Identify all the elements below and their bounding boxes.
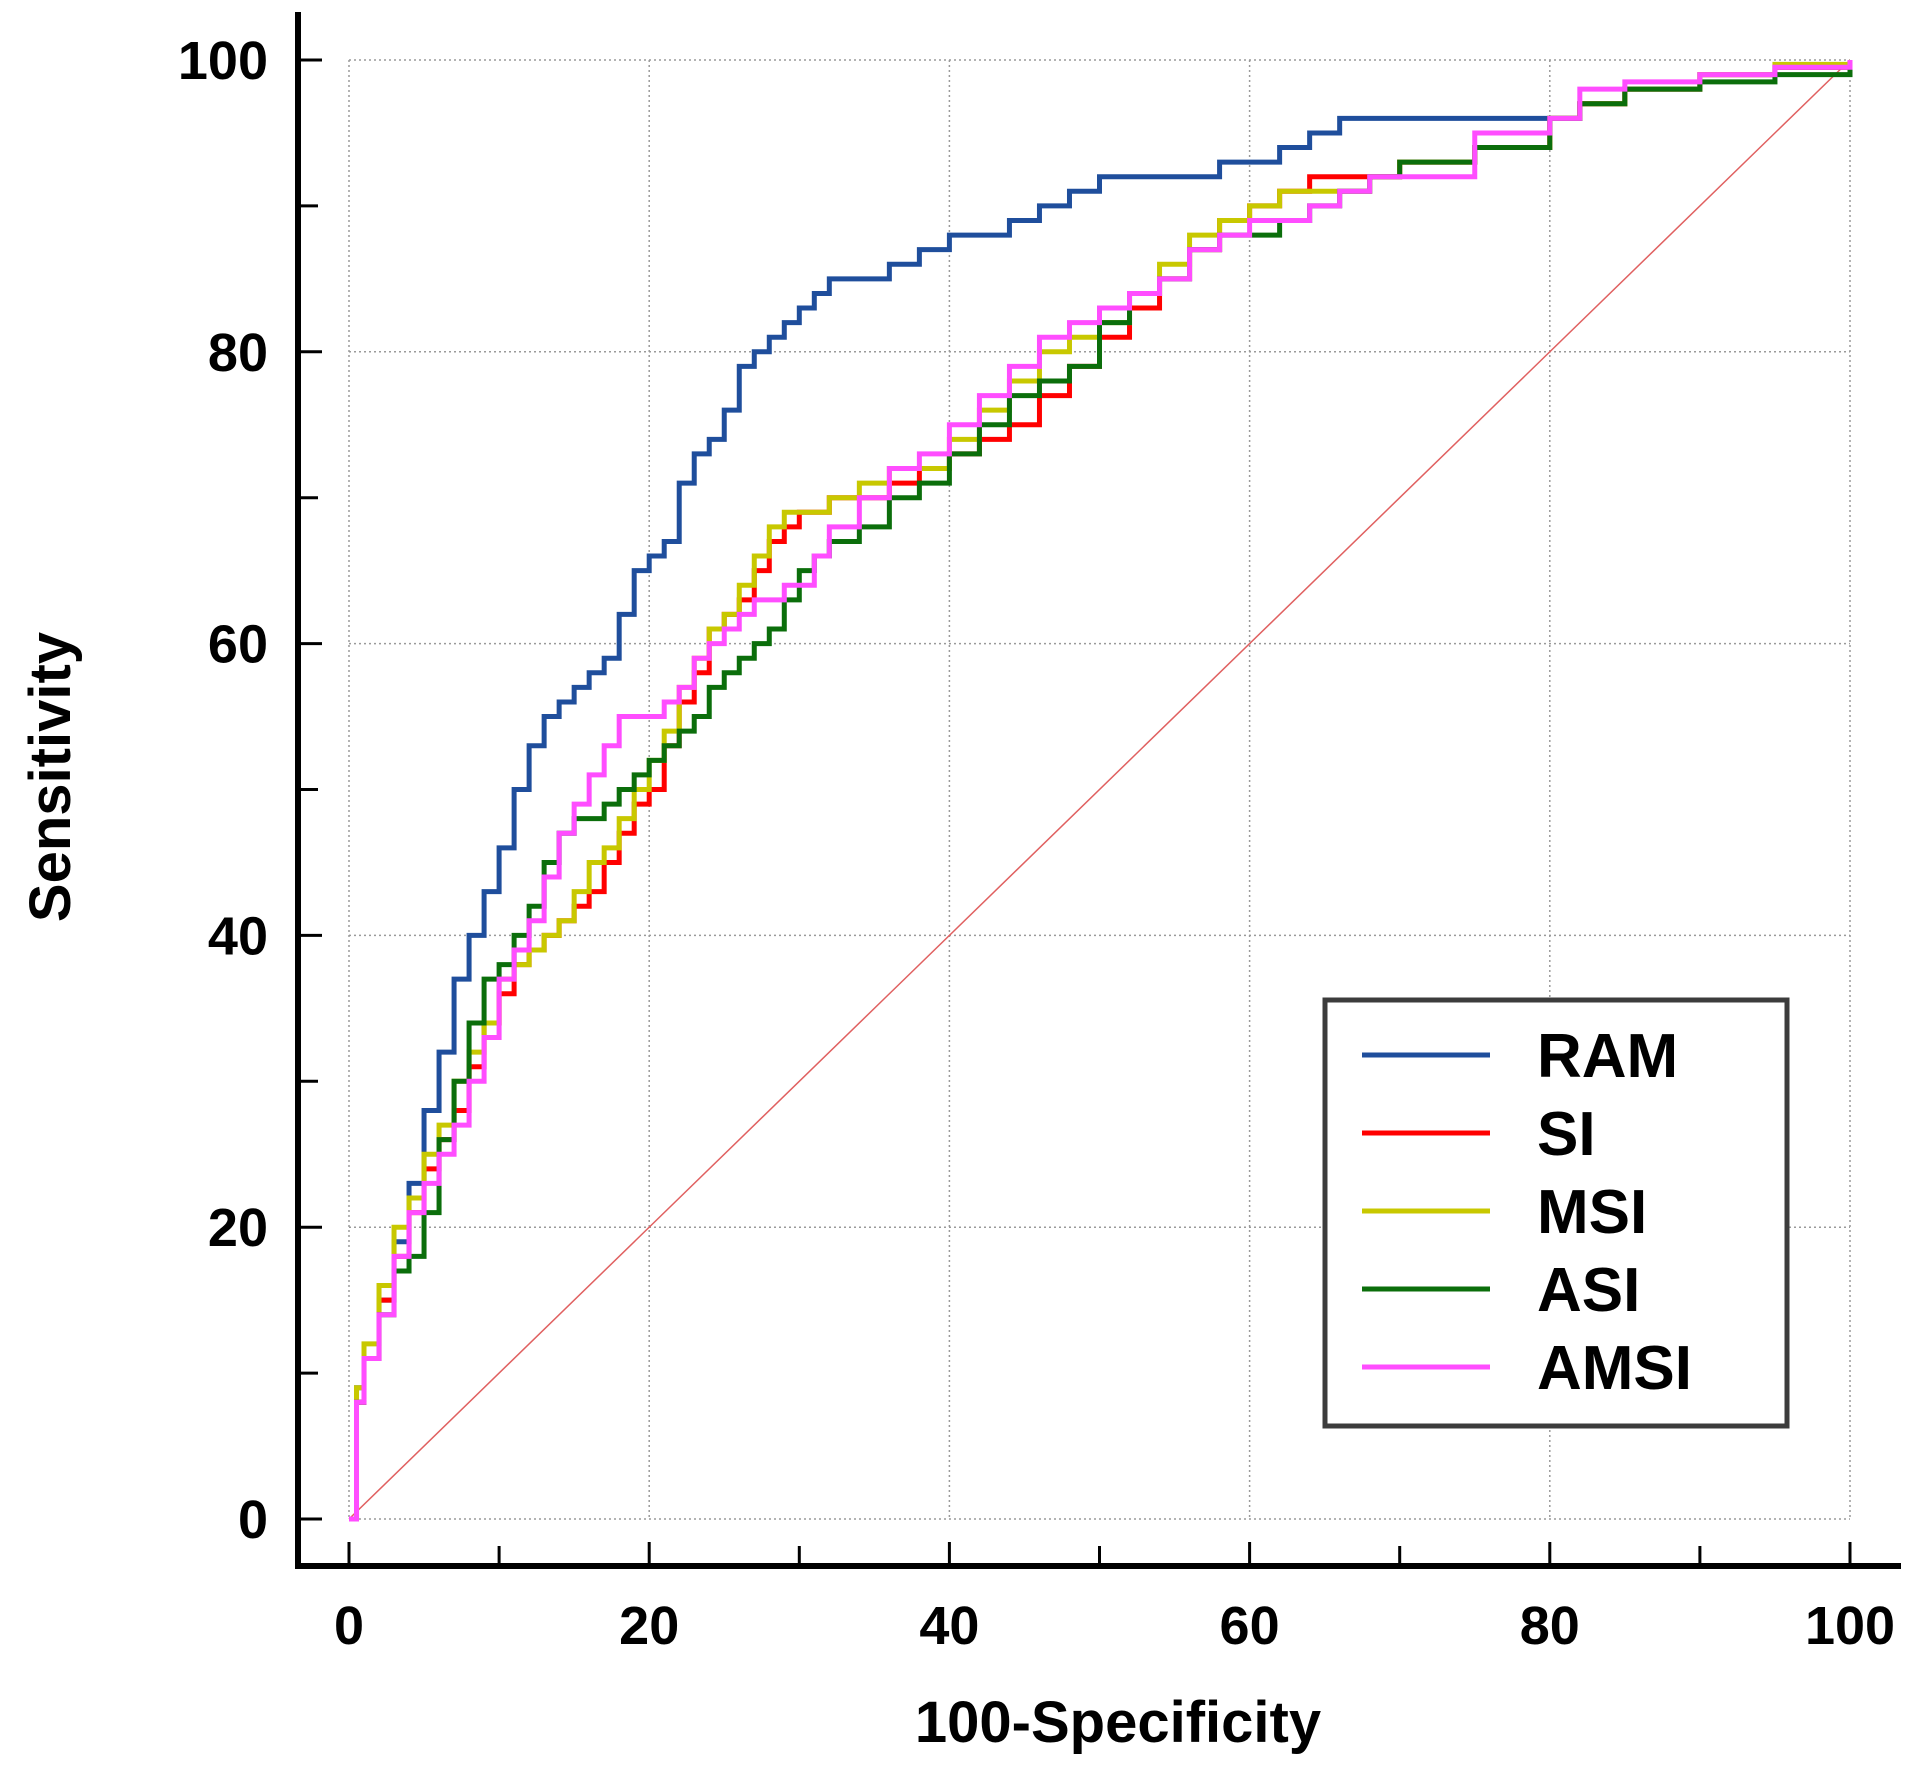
legend-label-asi: ASI — [1537, 1256, 1640, 1325]
legend: RAM SI MSI ASI AMSI — [1322, 997, 1790, 1429]
legend-label-msi: MSI — [1537, 1178, 1647, 1247]
axis-ticks: 0 20 40 60 80 100 0 20 40 60 80 100 — [178, 31, 1895, 1656]
series-line-ram — [349, 60, 1853, 1522]
y-tick-label-80: 80 — [208, 323, 268, 383]
series-line-amsi — [349, 60, 1853, 1522]
y-tick-label-20: 20 — [208, 1198, 268, 1258]
x-tick-label-100: 100 — [1805, 1596, 1895, 1656]
grid-lines — [348, 59, 1851, 1520]
y-tick-label-60: 60 — [208, 615, 268, 675]
series-lines — [349, 60, 1853, 1522]
legend-label-ram: RAM — [1537, 1022, 1678, 1091]
legend-items: RAM SI MSI ASI AMSI — [1362, 1022, 1692, 1403]
x-tick-label-40: 40 — [919, 1596, 979, 1656]
y-axis-title: Sensitivity — [18, 632, 83, 922]
x-tick-label-0: 0 — [334, 1596, 364, 1656]
x-axis-title: 100-Specificity — [915, 1690, 1321, 1755]
x-tick-label-60: 60 — [1220, 1596, 1280, 1656]
x-tick-label-20: 20 — [619, 1596, 679, 1656]
legend-label-amsi: AMSI — [1537, 1334, 1692, 1403]
diagonal-reference-line — [348, 59, 1851, 1520]
y-tick-label-40: 40 — [208, 906, 268, 966]
x-tick-label-80: 80 — [1520, 1596, 1580, 1656]
legend-label-si: SI — [1537, 1100, 1596, 1169]
y-tick-label-100: 100 — [178, 31, 268, 91]
series-line-msi — [349, 60, 1853, 1522]
y-tick-label-0: 0 — [238, 1490, 268, 1550]
